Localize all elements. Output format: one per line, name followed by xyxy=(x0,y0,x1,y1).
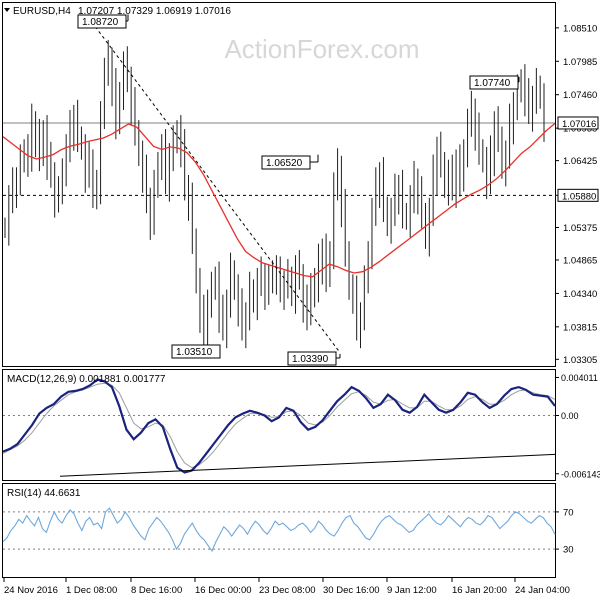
macd-panel-frame xyxy=(2,369,556,481)
panel-frames xyxy=(2,2,556,578)
rsi-tick-label: 30 xyxy=(563,545,574,556)
time-tick-label: 16 Dec 00:00 xyxy=(195,585,252,596)
macd-signal-line xyxy=(2,382,556,469)
ohlc-readout: 1.07207 1.07329 1.06919 1.07016 xyxy=(78,6,231,17)
price-tick-label: 1.07460 xyxy=(563,90,597,101)
rsi-line xyxy=(2,507,556,553)
rsi-tick-label: 70 xyxy=(563,507,574,518)
current-price-box xyxy=(557,116,599,130)
time-tick-label: 23 Dec 08:00 xyxy=(259,585,316,596)
price-tick-label: 1.05375 xyxy=(563,223,597,234)
rsi-panel: 70 30 xyxy=(2,507,574,556)
price-tick-label: 1.08510 xyxy=(563,23,597,34)
annotation-box xyxy=(287,351,337,366)
price-tick-label: 1.06425 xyxy=(563,156,597,167)
macd-tick-label: 0.004011 xyxy=(561,373,598,383)
macd-line xyxy=(2,378,556,474)
time-tick-label: 9 Jan 12:00 xyxy=(387,585,437,596)
price-tick-label: 1.04865 xyxy=(563,255,597,266)
price-panel-frame xyxy=(2,2,556,367)
moving-average-line xyxy=(2,122,556,278)
annotation-box xyxy=(469,75,519,90)
support-price-box xyxy=(557,188,599,202)
annotation-box xyxy=(261,155,311,170)
annotation-box xyxy=(77,14,127,29)
watermark: ActionForex.com xyxy=(224,34,419,64)
rsi-panel-frame xyxy=(2,483,556,578)
rsi-title: RSI(14) 44.6631 xyxy=(7,488,81,499)
annotation-label: 1.03510 xyxy=(176,347,213,358)
macd-tick-label: -0.006143 xyxy=(561,469,600,479)
price-panel: 1.085101.079851.074601.069351.064251.058… xyxy=(2,14,599,366)
time-tick-label: 16 Jan 20:00 xyxy=(452,585,507,596)
time-tick-label: 30 Dec 16:00 xyxy=(323,585,380,596)
macd-panel: 0.004011 0.00 -0.006143 xyxy=(2,373,600,479)
symbol-label: EURUSD,H4 xyxy=(13,6,71,17)
price-trendline xyxy=(87,16,341,353)
time-tick-label: 1 Dec 08:00 xyxy=(66,585,117,596)
header-arrow-icon xyxy=(4,8,10,12)
macd-trendline xyxy=(59,453,556,477)
macd-title: MACD(12,26,9) 0.001881 0.001777 xyxy=(7,374,166,385)
support-price-label: 1.05880 xyxy=(562,191,596,202)
annotation-box xyxy=(171,344,221,359)
macd-tick-label: 0.00 xyxy=(561,411,579,421)
current-price-label: 1.07016 xyxy=(562,119,596,130)
annotation-label: 1.07740 xyxy=(474,78,511,89)
time-tick-label: 24 Jan 04:00 xyxy=(515,585,570,596)
time-tick-label: 8 Dec 16:00 xyxy=(131,585,182,596)
annotation-label: 1.06520 xyxy=(266,158,303,169)
chart-header: EURUSD,H4 1.07207 1.07329 1.06919 1.0701… xyxy=(4,6,231,17)
price-tick-label: 1.03305 xyxy=(563,355,597,366)
price-tick-label: 1.03815 xyxy=(563,322,597,333)
time-axis: 24 Nov 2016 1 Dec 08:00 8 Dec 16:00 16 Dec … xyxy=(3,578,570,596)
price-tick-label: 1.04340 xyxy=(563,289,597,300)
time-tick-label: 24 Nov 2016 xyxy=(4,585,58,596)
annotation-label: 1.08720 xyxy=(82,17,119,28)
annotation-label: 1.03390 xyxy=(292,354,329,365)
price-tick-label: 1.07985 xyxy=(563,57,597,68)
